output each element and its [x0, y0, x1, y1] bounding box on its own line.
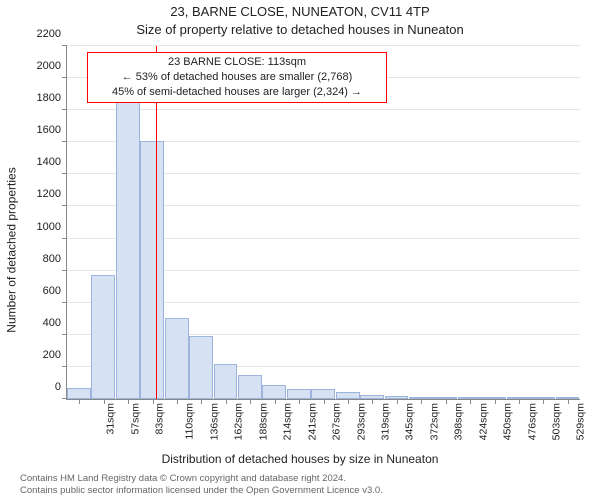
x-tick-label: 372sqm [428, 403, 440, 440]
x-tick-label: 83sqm [154, 403, 166, 435]
x-tick-mark [153, 399, 154, 404]
footer-line-1: Contains HM Land Registry data © Crown c… [20, 473, 383, 485]
y-tick-mark [62, 77, 67, 78]
histogram-bar [189, 336, 213, 399]
y-tick-label: 2200 [37, 28, 61, 40]
y-tick-label: 1400 [37, 156, 61, 168]
y-tick-label: 1600 [37, 124, 61, 136]
footer-line-2: Contains public sector information licen… [20, 485, 383, 497]
y-axis-label-wrap: Number of detached properties [4, 0, 20, 500]
y-tick-mark [62, 45, 67, 46]
x-tick-label: 162sqm [233, 403, 245, 440]
x-tick-label: 529sqm [575, 403, 587, 440]
y-tick-label: 1000 [37, 221, 61, 233]
y-tick-label: 800 [43, 253, 61, 265]
y-tick-label: 1800 [37, 92, 61, 104]
callout-line-3: 45% of semi-detached houses are larger (… [96, 85, 378, 100]
y-tick-label: 400 [43, 317, 61, 329]
y-tick-mark [62, 173, 67, 174]
grid-line [67, 45, 580, 46]
x-tick-label: 503sqm [550, 403, 562, 440]
x-tick-label: 31sqm [105, 403, 117, 435]
x-tick-label: 345sqm [404, 403, 416, 440]
histogram-plot: 0200400600800100012001400160018002000220… [66, 46, 580, 400]
page-title: 23, BARNE CLOSE, NUNEATON, CV11 4TP [0, 4, 600, 19]
x-tick-mark [299, 399, 300, 404]
histogram-bar [262, 385, 286, 399]
callout-line-1: 23 BARNE CLOSE: 113sqm [96, 55, 378, 70]
x-tick-mark [226, 399, 227, 404]
x-tick-label: 136sqm [208, 403, 220, 440]
x-tick-mark [348, 399, 349, 404]
x-tick-mark [397, 399, 398, 404]
y-tick-label: 200 [43, 349, 61, 361]
y-tick-label: 600 [43, 285, 61, 297]
y-tick-label: 2000 [37, 60, 61, 72]
histogram-bar [91, 275, 115, 399]
x-tick-label: 241sqm [306, 403, 318, 440]
x-tick-label: 293sqm [355, 403, 367, 440]
x-tick-label: 476sqm [526, 403, 538, 440]
attribution-footer: Contains HM Land Registry data © Crown c… [20, 473, 383, 497]
x-tick-mark [543, 399, 544, 404]
y-tick-label: 0 [55, 381, 61, 393]
histogram-bar [116, 65, 140, 399]
x-tick-label: 267sqm [330, 403, 342, 440]
x-tick-mark [519, 399, 520, 404]
y-tick-mark [62, 109, 67, 110]
histogram-bar [311, 389, 335, 399]
chart-subtitle: Size of property relative to detached ho… [0, 22, 600, 37]
y-axis-label: Number of detached properties [5, 167, 19, 332]
y-tick-mark [62, 302, 67, 303]
y-tick-mark [62, 141, 67, 142]
x-tick-label: 398sqm [453, 403, 465, 440]
x-tick-label: 110sqm [183, 403, 195, 440]
histogram-bar [238, 375, 262, 399]
histogram-bar [336, 392, 360, 399]
histogram-bar [67, 388, 91, 399]
grid-line [67, 109, 580, 110]
callout-box: 23 BARNE CLOSE: 113sqm ← 53% of detached… [87, 52, 387, 103]
histogram-bar [140, 141, 164, 399]
x-axis-label: Distribution of detached houses by size … [0, 452, 600, 466]
x-tick-label: 450sqm [501, 403, 513, 440]
callout-line-2: ← 53% of detached houses are smaller (2,… [96, 70, 378, 85]
x-tick-mark [128, 399, 129, 404]
x-tick-mark [421, 399, 422, 404]
x-tick-label: 188sqm [257, 403, 269, 440]
x-tick-mark [79, 399, 80, 404]
x-tick-mark [275, 399, 276, 404]
y-tick-label: 1200 [37, 188, 61, 200]
x-tick-mark [568, 399, 569, 404]
x-tick-mark [372, 399, 373, 404]
x-tick-mark [177, 399, 178, 404]
x-tick-mark [250, 399, 251, 404]
x-tick-mark [470, 399, 471, 404]
x-tick-mark [104, 399, 105, 404]
y-tick-mark [62, 205, 67, 206]
x-tick-mark [201, 399, 202, 404]
y-tick-mark [62, 270, 67, 271]
histogram-bar [214, 364, 238, 399]
histogram-bar [287, 389, 311, 399]
x-tick-mark [324, 399, 325, 404]
y-tick-mark [62, 366, 67, 367]
x-tick-label: 424sqm [477, 403, 489, 440]
x-tick-label: 57sqm [129, 403, 141, 435]
x-tick-label: 319sqm [379, 403, 391, 440]
y-tick-mark [62, 238, 67, 239]
x-tick-mark [495, 399, 496, 404]
x-tick-label: 214sqm [282, 403, 294, 440]
y-tick-mark [62, 334, 67, 335]
x-tick-mark [446, 399, 447, 404]
histogram-bar [165, 318, 189, 399]
